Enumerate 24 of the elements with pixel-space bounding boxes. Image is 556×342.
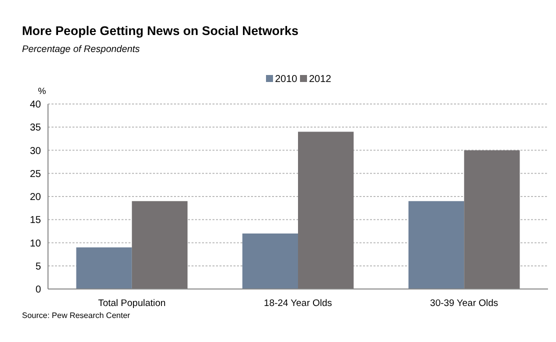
- x-tick-label: Total Population: [98, 298, 166, 309]
- y-tick-label: 20: [30, 192, 42, 203]
- chart-title: More People Getting News on Social Networks: [22, 24, 298, 38]
- y-tick-label: 5: [35, 261, 42, 272]
- bar: [464, 150, 520, 289]
- y-tick-label: 0: [35, 284, 42, 296]
- y-tick-label: 15: [30, 215, 42, 226]
- y-tick-label: 35: [30, 122, 42, 134]
- source-note: Source: Pew Research Center: [22, 311, 130, 320]
- legend-label: 2010: [275, 74, 298, 85]
- y-tick-label: 25: [30, 168, 42, 180]
- bar: [132, 201, 188, 289]
- bar: [298, 132, 354, 289]
- y-axis-title: %: [38, 86, 46, 96]
- y-tick-label: 30: [30, 146, 42, 157]
- chart-subtitle: Percentage of Respondents: [22, 44, 140, 55]
- y-tick-label: 10: [30, 238, 42, 250]
- y-tick-label: 40: [30, 100, 42, 110]
- bar: [242, 234, 298, 289]
- x-tick-label: 18-24 Year Olds: [264, 298, 332, 309]
- x-tick-label: 30-39 Year Olds: [430, 298, 498, 309]
- bar: [408, 201, 464, 289]
- legend-label: 2012: [309, 74, 332, 85]
- bar: [76, 247, 132, 289]
